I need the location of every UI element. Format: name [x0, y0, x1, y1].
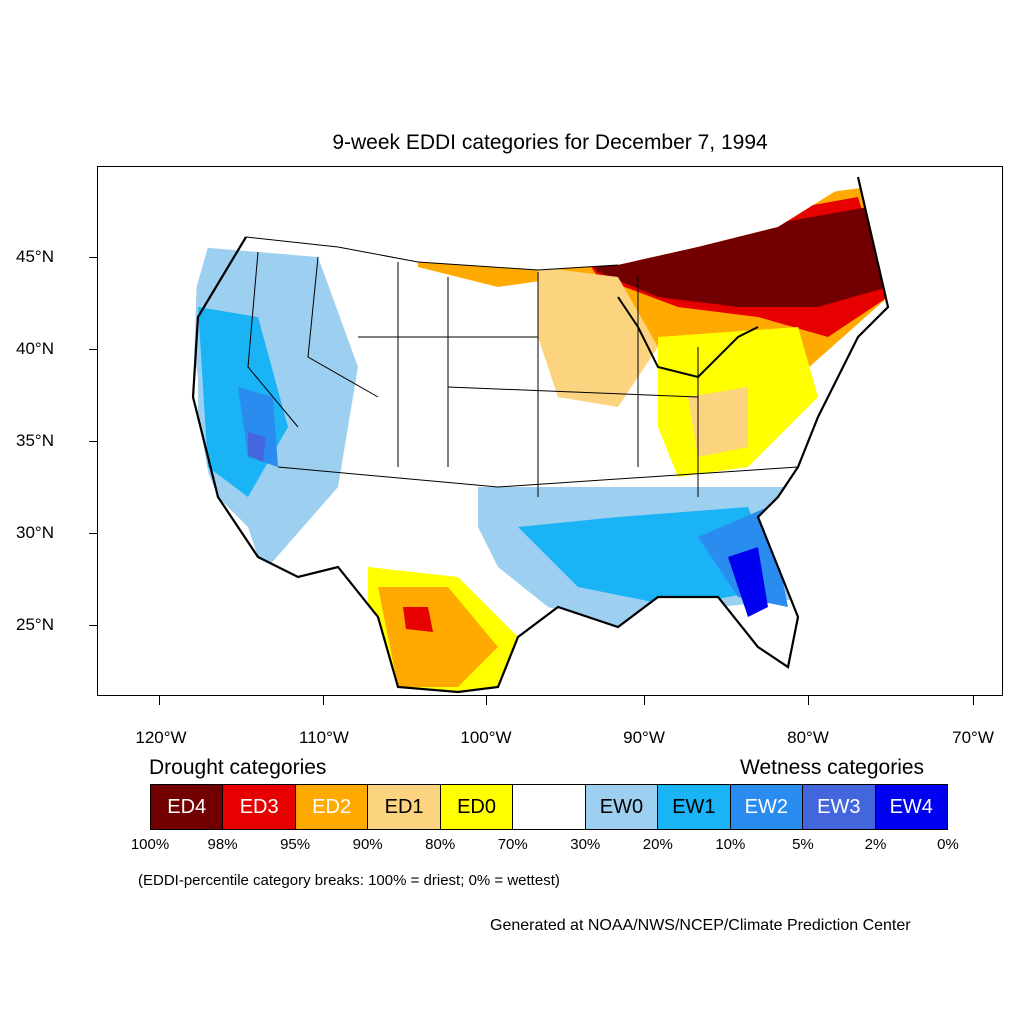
state-borders [245, 236, 799, 497]
map-panel [97, 166, 1003, 696]
percentile-label: 5% [792, 836, 814, 853]
lon-tick [159, 696, 160, 705]
lon-label: 120°W [135, 728, 187, 747]
percentile-label: 90% [352, 836, 383, 853]
percentile-label: 98% [207, 836, 238, 853]
lat-tick [89, 625, 97, 626]
lon-label: 70°W [952, 728, 994, 747]
lon-label: 80°W [787, 728, 829, 747]
lon-tick [973, 696, 974, 705]
legend-cell-ed4: ED4 [151, 785, 224, 829]
wetness-heading: Wetness categories [740, 756, 925, 779]
eddi-map [191, 176, 890, 694]
legend-cell-ew4: EW4 [875, 785, 947, 829]
lon-label: 110°W [299, 728, 349, 747]
percentile-label: 100% [130, 836, 170, 853]
lat-label: 25°N [16, 615, 54, 634]
great-lakes-outline [617, 296, 759, 379]
lon-tick [808, 696, 809, 705]
lat-tick [89, 441, 97, 442]
coastline [191, 176, 890, 694]
legend-cell-ed3: ED3 [223, 785, 296, 829]
legend-cell-neutral [513, 785, 586, 829]
drought-heading: Drought categories [149, 756, 327, 779]
percentile-label: 2% [864, 836, 887, 853]
lon-tick [486, 696, 487, 705]
percentile-label: 95% [280, 836, 311, 853]
percentile-label: 20% [642, 836, 673, 853]
category-note: (EDDI-percentile category breaks: 100% =… [138, 872, 560, 889]
lat-tick [89, 257, 97, 258]
legend-cell-ed0: ED0 [440, 785, 514, 829]
lat-tick [89, 533, 97, 534]
lat-label: 30°N [16, 523, 54, 542]
legend-cell-ew1: EW1 [658, 785, 731, 829]
legend-cell-ew0: EW0 [585, 785, 659, 829]
legend-cell-ed2: ED2 [295, 785, 369, 829]
percentile-label: 30% [570, 836, 601, 853]
lat-tick [89, 349, 97, 350]
lon-tick [323, 696, 324, 705]
legend-cell-ed1: ED1 [368, 785, 441, 829]
lat-label: 35°N [16, 431, 54, 450]
lat-label: 45°N [16, 247, 54, 266]
category-legend: ED4 ED3 ED2 ED1 ED0 EW0 EW1 EW2 EW3 EW4 [150, 784, 948, 830]
percentile-label: 0% [937, 836, 959, 853]
credit-line: Generated at NOAA/NWS/NCEP/Climate Predi… [490, 917, 911, 934]
legend-cell-ew2: EW2 [730, 785, 804, 829]
map-title: 9-week EDDI categories for December 7, 1… [332, 131, 768, 154]
lon-label: 100°W [460, 728, 512, 747]
lon-label: 90°W [623, 728, 665, 747]
lon-tick [644, 696, 645, 705]
percentile-label: 70% [497, 836, 528, 853]
percentile-label: 80% [425, 836, 456, 853]
lat-label: 40°N [16, 339, 54, 358]
category-fill [193, 187, 888, 692]
percentile-label: 10% [715, 836, 746, 853]
legend-cell-ew3: EW3 [803, 785, 876, 829]
